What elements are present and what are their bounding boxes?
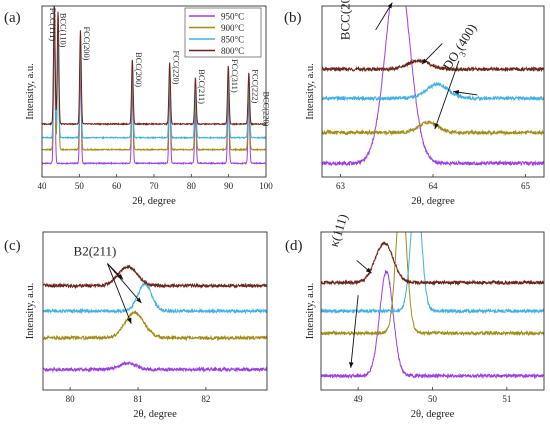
plot-frame	[42, 231, 268, 391]
series-group	[322, 6, 544, 167]
series-group	[321, 232, 544, 380]
peak-label: BCC(211)	[197, 69, 206, 104]
arrow-line	[107, 263, 132, 324]
series-line	[321, 232, 544, 337]
legend-entry: 800°C	[221, 46, 244, 56]
x-tick-label: 60	[112, 181, 122, 191]
panel-label: (a)	[4, 10, 21, 26]
x-axis-label: 2θ, degree	[133, 409, 177, 420]
x-axis-label: 2θ, degree	[411, 409, 455, 420]
y-axis-label: Intensity, a.u.	[305, 63, 316, 119]
peak-label: BCC(110)	[58, 13, 67, 48]
series-line	[322, 58, 544, 73]
series-line	[43, 310, 267, 342]
x-tick-label: 100	[259, 181, 273, 191]
series-line	[43, 281, 267, 315]
x-tick-label: 50	[428, 394, 438, 404]
legend-entry: 950°C	[221, 11, 244, 21]
plot-frame	[321, 5, 545, 178]
panel-label: (c)	[4, 238, 21, 254]
arrow-head	[387, 2, 393, 9]
arrow-head	[365, 267, 372, 274]
peak-label: FCC(111)	[48, 8, 57, 42]
x-tick-label: 70	[150, 181, 160, 191]
y-axis-label: Intensity, a.u.	[25, 283, 36, 339]
x-tick-label: 65	[521, 181, 531, 191]
peak-label: DO3(400)	[439, 21, 482, 75]
arrow-head	[421, 58, 428, 65]
arrow-head	[117, 273, 124, 280]
x-axis-label: 2θ, degree	[411, 196, 455, 207]
x-tick-label: 63	[336, 181, 346, 191]
series-line	[322, 120, 544, 137]
panel-b: 63 64 65 2θ, degree Intensity, a.u. (b) BCC(20…	[284, 0, 545, 207]
series-line	[321, 241, 544, 286]
legend-entry: 900°C	[221, 23, 244, 33]
arrow-head	[136, 297, 142, 304]
arrow-line	[350, 295, 359, 368]
peak-label: FCC(220)	[171, 50, 180, 84]
x-tick-label: 90	[224, 181, 234, 191]
series-line	[43, 360, 267, 373]
x-tick-label: 49	[354, 394, 364, 404]
panel-label: (d)	[285, 238, 303, 254]
series-line	[42, 6, 266, 126]
arrow-line	[107, 263, 142, 304]
x-tick-label: 51	[502, 394, 511, 404]
series-group	[42, 6, 266, 166]
series-line	[43, 264, 267, 290]
peak-label: BCC(200)	[338, 0, 353, 40]
panel-d: 49 50 51 2θ, degree Intensity, a.u. (d) κ(111)	[285, 212, 545, 420]
x-tick-label: 50	[75, 181, 85, 191]
x-tick-label: 80	[187, 181, 197, 191]
peak-label: BCC(220)	[261, 92, 270, 127]
arrow-head	[434, 123, 439, 130]
peak-label: FCC(200)	[82, 27, 91, 61]
series-line	[322, 6, 544, 167]
x-tick-label: 80	[66, 394, 76, 404]
y-axis-label: Intensity, a.u.	[25, 63, 36, 119]
panel-a: 40 50 60 70 80 90 100 2θ, degree Intensity, a.u.…	[4, 5, 273, 207]
x-tick-label: 64	[429, 181, 439, 191]
arrow-head	[127, 317, 132, 324]
peak-label: BCC(200)	[134, 52, 143, 87]
x-tick-label: 81	[134, 394, 143, 404]
peak-label: B2(211)	[74, 244, 117, 259]
panel-label: (b)	[284, 10, 302, 26]
peak-label: κ(111)	[326, 212, 351, 249]
legend-entry: 850°C	[221, 34, 244, 44]
x-tick-label: 40	[38, 181, 48, 191]
y-axis-label: Intensity, a.u.	[305, 283, 316, 339]
arrow-head	[453, 89, 460, 95]
series-line	[322, 81, 544, 102]
arrow-line	[434, 60, 460, 130]
series-line	[321, 269, 544, 380]
series-group	[43, 264, 267, 373]
x-axis-label: 2θ, degree	[132, 196, 176, 207]
panel-c: 80 81 82 2θ, degree Intensity, a.u. (c) B2(211…	[4, 231, 268, 420]
series-line	[321, 232, 544, 315]
peak-label: FCC(311)	[230, 59, 239, 93]
arrow-head	[348, 362, 354, 368]
peak-label: FCC(222)	[251, 69, 260, 103]
x-tick-label: 82	[201, 394, 210, 404]
